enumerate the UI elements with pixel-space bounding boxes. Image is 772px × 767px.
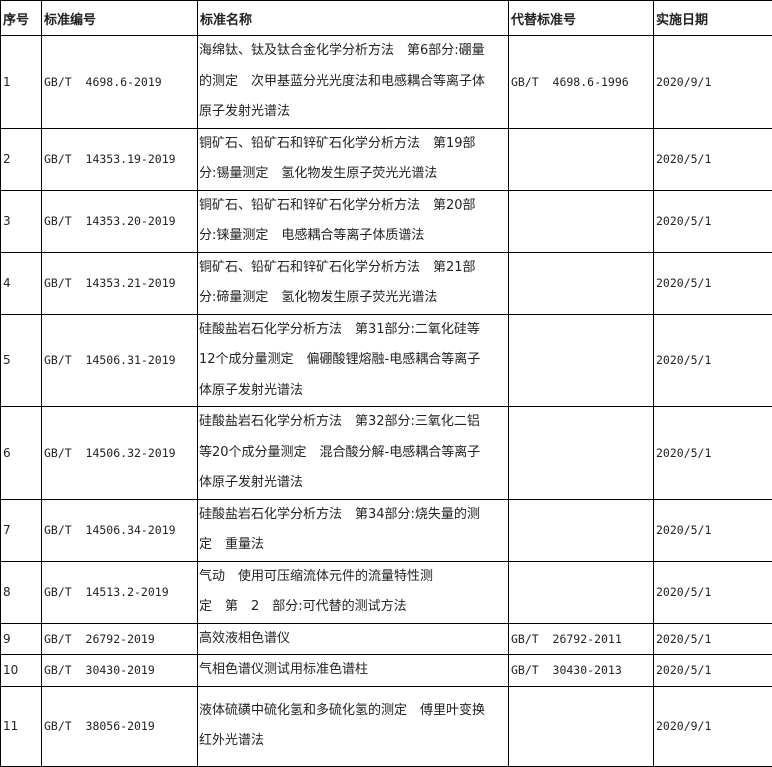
standard-code: GB/T 14506.32-2019 [42, 407, 198, 500]
effective-date: 2020/5/1 [654, 655, 772, 687]
standard-name-line: 液体硫磺中硫化氢和多硫化氢的测定 傅里叶变换 [199, 696, 507, 727]
standard-name-line: 铜矿石、铅矿石和锌矿石化学分析方法 第20部 [199, 191, 507, 222]
replaced-standard [509, 314, 654, 407]
replaced-standard [509, 499, 654, 561]
standard-name: 铜矿石、铅矿石和锌矿石化学分析方法 第21部分:碲量测定 氢化物发生原子荧光光谱… [198, 252, 509, 314]
standard-name: 海绵钛、钛及钛合金化学分析方法 第6部分:硼量的测定 次甲基蓝分光光度法和电感耦… [198, 36, 509, 129]
standard-name: 气相色谱仪测试用标准色谱柱 [198, 655, 509, 687]
standard-code: GB/T 30430-2019 [42, 655, 198, 687]
replaced-standard [509, 128, 654, 190]
standard-code: GB/T 26792-2019 [42, 623, 198, 655]
standard-name: 硅酸盐岩石化学分析方法 第34部分:烧失量的测定 重量法 [198, 499, 509, 561]
standard-name-line: 体原子发射光谱法 [199, 468, 507, 499]
row-number: 7 [1, 499, 42, 561]
effective-date: 2020/9/1 [654, 686, 772, 766]
standard-name-line: 原子发射光谱法 [199, 97, 507, 128]
header-replace: 代替标准号 [509, 1, 654, 36]
standard-code: GB/T 4698.6-2019 [42, 36, 198, 129]
standard-code: GB/T 14506.34-2019 [42, 499, 198, 561]
row-number: 3 [1, 190, 42, 252]
standard-name: 铜矿石、铅矿石和锌矿石化学分析方法 第20部分:铼量测定 电感耦合等离子体质谱法 [198, 190, 509, 252]
effective-date: 2020/5/1 [654, 407, 772, 500]
standard-name: 气动 使用可压缩流体元件的流量特性测定 第 2 部分:可代替的测试方法 [198, 561, 509, 623]
row-number: 10 [1, 655, 42, 687]
row-number: 1 [1, 36, 42, 129]
standard-name-line: 等20个成分量测定 混合酸分解-电感耦合等离子 [199, 438, 507, 469]
replaced-standard [509, 686, 654, 766]
standard-name-line: 红外光谱法 [199, 726, 507, 757]
effective-date: 2020/5/1 [654, 561, 772, 623]
standard-name-line: 的测定 次甲基蓝分光光度法和电感耦合等离子体 [199, 67, 507, 98]
standard-name-line: 体原子发射光谱法 [199, 376, 507, 407]
standard-name-line: 定 重量法 [199, 530, 507, 561]
standard-name-line: 12个成分量测定 偏硼酸锂熔融-电感耦合等离子 [199, 345, 507, 376]
replaced-standard [509, 190, 654, 252]
replaced-standard [509, 561, 654, 623]
row-number: 2 [1, 128, 42, 190]
standard-name: 液体硫磺中硫化氢和多硫化氢的测定 傅里叶变换红外光谱法 [198, 686, 509, 766]
header-code: 标准编号 [42, 1, 198, 36]
standard-code: GB/T 14353.19-2019 [42, 128, 198, 190]
standard-code: GB/T 14513.2-2019 [42, 561, 198, 623]
standard-name-line: 海绵钛、钛及钛合金化学分析方法 第6部分:硼量 [199, 36, 507, 67]
row-number: 6 [1, 407, 42, 500]
row-number: 9 [1, 623, 42, 655]
standard-name-line: 硅酸盐岩石化学分析方法 第34部分:烧失量的测 [199, 500, 507, 531]
standard-name-line: 高效液相色谱仪 [199, 624, 507, 655]
standard-name-line: 铜矿石、铅矿石和锌矿石化学分析方法 第19部 [199, 129, 507, 160]
standard-name: 高效液相色谱仪 [198, 623, 509, 655]
effective-date: 2020/5/1 [654, 314, 772, 407]
header-date: 实施日期 [654, 1, 772, 36]
standard-name: 铜矿石、铅矿石和锌矿石化学分析方法 第19部分:锡量测定 氢化物发生原子荧光光谱… [198, 128, 509, 190]
row-number: 5 [1, 314, 42, 407]
standard-name-line: 分:铼量测定 电感耦合等离子体质谱法 [199, 221, 507, 252]
replaced-standard: GB/T 30430-2013 [509, 655, 654, 687]
row-number: 11 [1, 686, 42, 766]
standard-name-line: 硅酸盐岩石化学分析方法 第31部分:二氧化硅等 [199, 315, 507, 346]
effective-date: 2020/5/1 [654, 252, 772, 314]
replaced-standard [509, 252, 654, 314]
replaced-standard: GB/T 26792-2011 [509, 623, 654, 655]
header-name: 标准名称 [198, 1, 509, 36]
standard-name-line: 气动 使用可压缩流体元件的流量特性测 [199, 562, 507, 593]
row-number: 4 [1, 252, 42, 314]
effective-date: 2020/5/1 [654, 623, 772, 655]
effective-date: 2020/5/1 [654, 190, 772, 252]
standard-name-line: 硅酸盐岩石化学分析方法 第32部分:三氧化二铝 [199, 407, 507, 438]
effective-date: 2020/5/1 [654, 128, 772, 190]
standard-name-line: 铜矿石、铅矿石和锌矿石化学分析方法 第21部 [199, 253, 507, 284]
effective-date: 2020/5/1 [654, 499, 772, 561]
effective-date: 2020/9/1 [654, 36, 772, 129]
standard-code: GB/T 14506.31-2019 [42, 314, 198, 407]
replaced-standard: GB/T 4698.6-1996 [509, 36, 654, 129]
standard-name-line: 分:锡量测定 氢化物发生原子荧光光谱法 [199, 159, 507, 190]
standard-name-line: 气相色谱仪测试用标准色谱柱 [199, 655, 507, 686]
standard-code: GB/T 38056-2019 [42, 686, 198, 766]
row-number: 8 [1, 561, 42, 623]
standard-code: GB/T 14353.21-2019 [42, 252, 198, 314]
standard-name-line: 定 第 2 部分:可代替的测试方法 [199, 592, 507, 623]
standard-code: GB/T 14353.20-2019 [42, 190, 198, 252]
header-no: 序号 [1, 1, 42, 36]
standard-name-line: 分:碲量测定 氢化物发生原子荧光光谱法 [199, 283, 507, 314]
table-header-row: 序号 标准编号 标准名称 代替标准号 实施日期 [1, 1, 772, 36]
standard-name: 硅酸盐岩石化学分析方法 第32部分:三氧化二铝等20个成分量测定 混合酸分解-电… [198, 407, 509, 500]
replaced-standard [509, 407, 654, 500]
